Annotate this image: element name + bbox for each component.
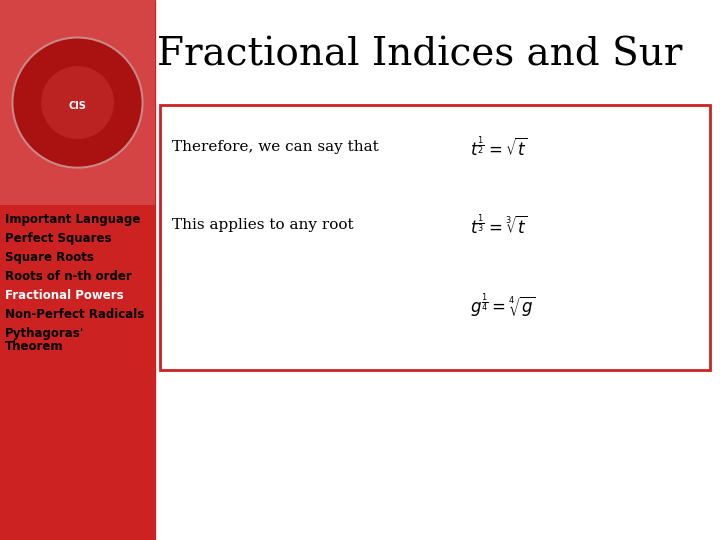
Text: Pythagoras': Pythagoras' bbox=[5, 327, 84, 340]
Text: Fractional Powers: Fractional Powers bbox=[5, 289, 124, 302]
Text: Important Language: Important Language bbox=[5, 213, 140, 226]
Bar bbox=[0, 0, 155, 205]
Text: This applies to any root: This applies to any root bbox=[172, 218, 354, 232]
Bar bbox=[160, 105, 710, 370]
Text: CIS: CIS bbox=[68, 100, 86, 111]
Circle shape bbox=[42, 67, 113, 138]
Text: $t^{\frac{1}{3}} = \sqrt[3]{t}$: $t^{\frac{1}{3}} = \sqrt[3]{t}$ bbox=[470, 213, 528, 237]
Text: Roots of n-th order: Roots of n-th order bbox=[5, 270, 132, 283]
Circle shape bbox=[12, 37, 143, 168]
Text: $t^{\frac{1}{2}} = \sqrt{t}$: $t^{\frac{1}{2}} = \sqrt{t}$ bbox=[470, 135, 528, 159]
Text: Square Roots: Square Roots bbox=[5, 251, 94, 264]
Text: Therefore, we can say that: Therefore, we can say that bbox=[172, 140, 379, 154]
Bar bbox=[0, 0, 155, 540]
Text: Non-Perfect Radicals: Non-Perfect Radicals bbox=[5, 308, 144, 321]
Text: Fractional Indices and Sur: Fractional Indices and Sur bbox=[157, 37, 683, 73]
Text: Theorem: Theorem bbox=[5, 340, 63, 353]
Text: $g^{\frac{1}{4}} = \sqrt[4]{g}$: $g^{\frac{1}{4}} = \sqrt[4]{g}$ bbox=[470, 291, 536, 319]
Text: Perfect Squares: Perfect Squares bbox=[5, 232, 112, 245]
